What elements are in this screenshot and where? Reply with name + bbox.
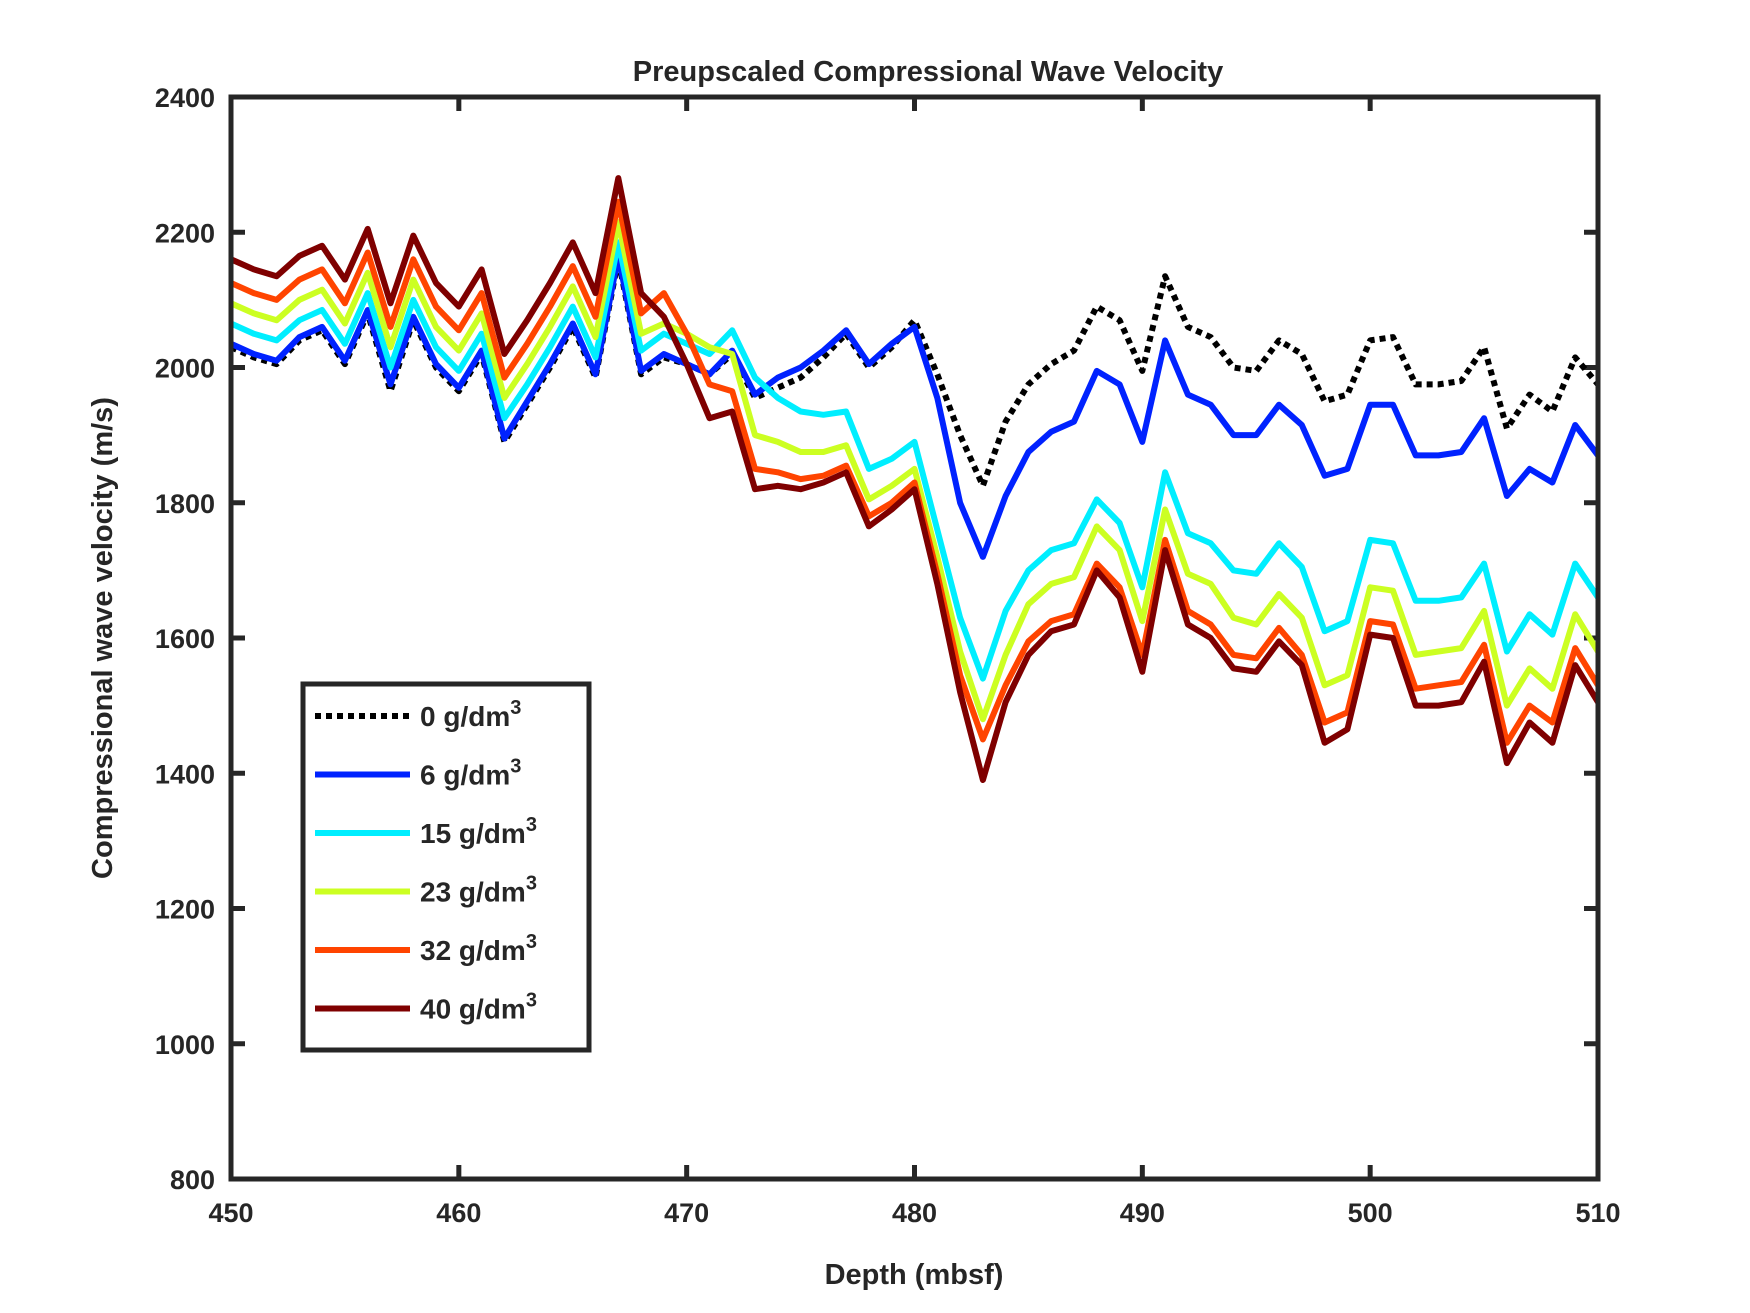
x-tick-label: 480 bbox=[892, 1198, 937, 1228]
legend-label: 23 g/dm3 bbox=[420, 873, 537, 908]
y-tick-label: 1600 bbox=[155, 624, 215, 654]
y-tick-label: 1800 bbox=[155, 489, 215, 519]
y-tick-label: 2400 bbox=[155, 83, 215, 113]
legend-label-superscript: 3 bbox=[510, 697, 521, 719]
legend-label-text: 40 g/dm bbox=[420, 994, 526, 1025]
series-line-3 bbox=[231, 219, 1598, 723]
chart-title: Preupscaled Compressional Wave Velocity bbox=[633, 56, 1223, 88]
legend-label: 6 g/dm3 bbox=[420, 756, 521, 791]
legend-label: 40 g/dm3 bbox=[420, 990, 537, 1025]
legend-label-superscript: 3 bbox=[526, 990, 537, 1012]
plot-frame bbox=[228, 94, 1601, 1182]
x-axis-title: Depth (mbsf) bbox=[825, 1259, 1004, 1291]
legend-label-superscript: 3 bbox=[526, 873, 537, 895]
legend-label-text: 23 g/dm bbox=[420, 877, 526, 908]
y-tick-label: 2200 bbox=[155, 218, 215, 248]
x-tick-label: 450 bbox=[208, 1198, 253, 1228]
legend-label-superscript: 3 bbox=[526, 814, 537, 836]
y-tick-label: 800 bbox=[170, 1165, 215, 1195]
x-tick-label: 460 bbox=[436, 1198, 481, 1228]
axis-tick-labels: 450 460 470 480 490 500 510 800 1000 1200 1400 1600… bbox=[155, 83, 1621, 1228]
legend-label: 15 g/dm3 bbox=[420, 814, 537, 849]
x-tick-label: 490 bbox=[1120, 1198, 1165, 1228]
legend-label-text: 32 g/dm bbox=[420, 935, 526, 966]
y-tick-label: 1000 bbox=[155, 1030, 215, 1060]
legend-label-text: 15 g/dm bbox=[420, 818, 526, 849]
series-lines bbox=[231, 175, 1598, 783]
x-tick-label: 500 bbox=[1348, 1198, 1393, 1228]
y-tick-label: 1400 bbox=[155, 759, 215, 789]
series-line-2 bbox=[231, 239, 1598, 682]
y-tick-label: 1200 bbox=[155, 895, 215, 925]
legend-label-text: 6 g/dm bbox=[420, 760, 510, 791]
legend-label-text: 0 g/dm bbox=[420, 701, 510, 732]
series-line-0 bbox=[231, 256, 1598, 489]
legend-label: 32 g/dm3 bbox=[420, 931, 537, 966]
legend-label-superscript: 3 bbox=[526, 931, 537, 953]
legend-label: 0 g/dm3 bbox=[420, 697, 521, 732]
legend-label-superscript: 3 bbox=[510, 756, 521, 778]
y-tick-label: 2000 bbox=[155, 354, 215, 384]
x-tick-label: 510 bbox=[1575, 1198, 1620, 1228]
series-line-1 bbox=[231, 252, 1598, 560]
legend-box bbox=[300, 681, 592, 1053]
x-tick-label: 470 bbox=[664, 1198, 709, 1228]
series-line-5 bbox=[231, 175, 1598, 783]
y-axis-title: Compressional wave velocity (m/s) bbox=[87, 397, 119, 879]
series-line-4 bbox=[231, 198, 1598, 746]
